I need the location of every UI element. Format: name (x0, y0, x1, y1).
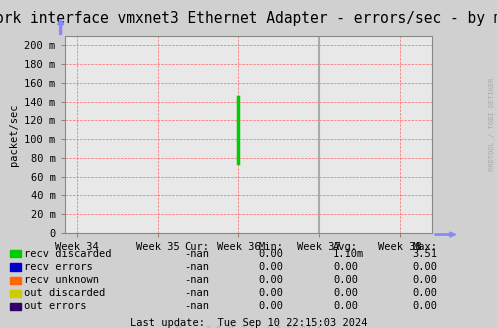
Text: 0.00: 0.00 (333, 288, 358, 298)
Text: Last update:  Tue Sep 10 22:15:03 2024: Last update: Tue Sep 10 22:15:03 2024 (130, 318, 367, 328)
Text: 0.00: 0.00 (413, 275, 437, 285)
Text: Min:: Min: (258, 242, 283, 252)
Text: Cur:: Cur: (184, 242, 209, 252)
Text: Max:: Max: (413, 242, 437, 252)
Text: 0.00: 0.00 (413, 262, 437, 272)
Text: out discarded: out discarded (24, 288, 105, 298)
Text: 0.00: 0.00 (333, 275, 358, 285)
Y-axis label: packet/sec: packet/sec (9, 103, 19, 166)
Text: 0.00: 0.00 (333, 301, 358, 311)
Text: 0.00: 0.00 (413, 301, 437, 311)
Text: 0.00: 0.00 (258, 249, 283, 259)
Text: 0.00: 0.00 (258, 262, 283, 272)
Text: out errors: out errors (24, 301, 86, 311)
Text: -nan: -nan (184, 275, 209, 285)
Text: 0.00: 0.00 (333, 262, 358, 272)
Text: Network interface vmxnet3 Ethernet Adapter - errors/sec - by month: Network interface vmxnet3 Ethernet Adapt… (0, 11, 497, 27)
Text: -nan: -nan (184, 262, 209, 272)
Text: 0.00: 0.00 (258, 301, 283, 311)
Text: recv unknown: recv unknown (24, 275, 99, 285)
Text: Munin 2.0.25-2ubuntu0.16.04.4: Munin 2.0.25-2ubuntu0.16.04.4 (176, 326, 321, 328)
Text: -nan: -nan (184, 249, 209, 259)
Text: Avg:: Avg: (333, 242, 358, 252)
Text: 1.10m: 1.10m (333, 249, 364, 259)
Text: 0.00: 0.00 (258, 275, 283, 285)
Text: recv discarded: recv discarded (24, 249, 111, 259)
Text: recv errors: recv errors (24, 262, 92, 272)
Text: RRDTOOL / TOBI OETIKER: RRDTOOL / TOBI OETIKER (489, 78, 495, 172)
Text: 0.00: 0.00 (258, 288, 283, 298)
Text: -nan: -nan (184, 288, 209, 298)
Text: 0.00: 0.00 (413, 288, 437, 298)
Text: -nan: -nan (184, 301, 209, 311)
Text: 3.51: 3.51 (413, 249, 437, 259)
